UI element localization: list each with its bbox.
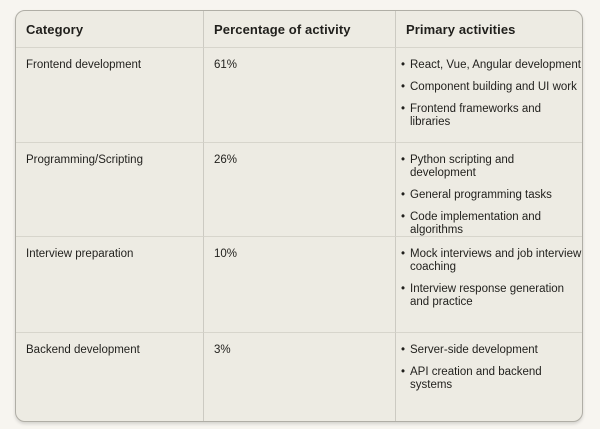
activity-text: API creation and backend systems	[410, 366, 542, 391]
activity-table: Category Percentage of activity Primary …	[16, 11, 582, 421]
cell-percentage: 26%	[204, 143, 396, 237]
activity-text: React, Vue, Angular development	[410, 59, 581, 71]
bullet-icon: •	[401, 189, 406, 201]
cell-category: Programming/Scripting	[16, 143, 204, 237]
header-cell-category: Category	[16, 11, 204, 48]
header-label-percentage: Percentage of activity	[214, 22, 351, 37]
cell-activities: • Server-side development • API creation…	[396, 333, 582, 421]
header-label-activities: Primary activities	[406, 22, 516, 37]
cell-activities: • React, Vue, Angular development • Comp…	[396, 48, 582, 143]
cell-category: Interview preparation	[16, 237, 204, 333]
category-text: Backend development	[26, 344, 140, 356]
activity-text: Server-side development	[410, 344, 538, 356]
bullet-icon: •	[401, 103, 406, 115]
activity-item: • Server-side development	[400, 344, 582, 357]
cell-percentage: 10%	[204, 237, 396, 333]
activity-item: • Code implementation and algorithms	[400, 211, 582, 236]
activities-list: • Python scripting and development • Gen…	[400, 154, 582, 236]
cell-percentage: 3%	[204, 333, 396, 421]
bullet-icon: •	[401, 344, 406, 356]
activity-item: • API creation and backend systems	[400, 366, 582, 392]
category-text: Programming/Scripting	[26, 154, 143, 166]
cell-activities: • Mock interviews and job interview coac…	[396, 237, 582, 333]
activity-item: • General programming tasks	[400, 189, 582, 202]
bullet-icon: •	[401, 154, 406, 166]
category-text: Frontend development	[26, 59, 142, 71]
activity-item: • React, Vue, Angular development	[400, 59, 582, 72]
activity-text: Frontend frameworks and libraries	[410, 103, 542, 128]
header-cell-activities: Primary activities	[396, 11, 582, 48]
bullet-icon: •	[401, 366, 406, 378]
activities-list: • Server-side development • API creation…	[400, 344, 582, 392]
bullet-icon: •	[401, 211, 406, 223]
activity-text: Component building and UI work	[410, 81, 577, 93]
activity-text: Code implementation and algorithms	[410, 211, 542, 236]
bullet-icon: •	[401, 81, 406, 93]
category-text: Interview preparation	[26, 248, 134, 260]
activity-table-card: Category Percentage of activity Primary …	[15, 10, 583, 422]
activity-item: • Python scripting and development	[400, 154, 582, 180]
activities-list: • React, Vue, Angular development • Comp…	[400, 59, 582, 129]
activity-item: • Component building and UI work	[400, 81, 582, 94]
activity-item: • Frontend frameworks and libraries	[400, 103, 582, 129]
cell-activities: • Python scripting and development • Gen…	[396, 143, 582, 237]
activity-text: Interview response generation and practi…	[410, 283, 565, 308]
cell-category: Frontend development	[16, 48, 204, 143]
activity-text: Python scripting and development	[410, 154, 515, 179]
activity-item: • Mock interviews and job interview coac…	[400, 248, 582, 274]
activities-list: • Mock interviews and job interview coac…	[400, 248, 582, 309]
percentage-text: 26%	[214, 154, 238, 166]
percentage-text: 3%	[214, 344, 231, 356]
bullet-icon: •	[401, 248, 406, 260]
percentage-text: 10%	[214, 248, 238, 260]
activity-text: Mock interviews and job interview coachi…	[410, 248, 582, 273]
header-cell-percentage: Percentage of activity	[204, 11, 396, 48]
cell-category: Backend development	[16, 333, 204, 421]
bullet-icon: •	[401, 283, 406, 295]
cell-percentage: 61%	[204, 48, 396, 143]
header-label-category: Category	[26, 22, 84, 37]
activity-item: • Interview response generation and prac…	[400, 283, 582, 309]
bullet-icon: •	[401, 59, 406, 71]
percentage-text: 61%	[214, 59, 238, 71]
activity-text: General programming tasks	[410, 189, 552, 201]
